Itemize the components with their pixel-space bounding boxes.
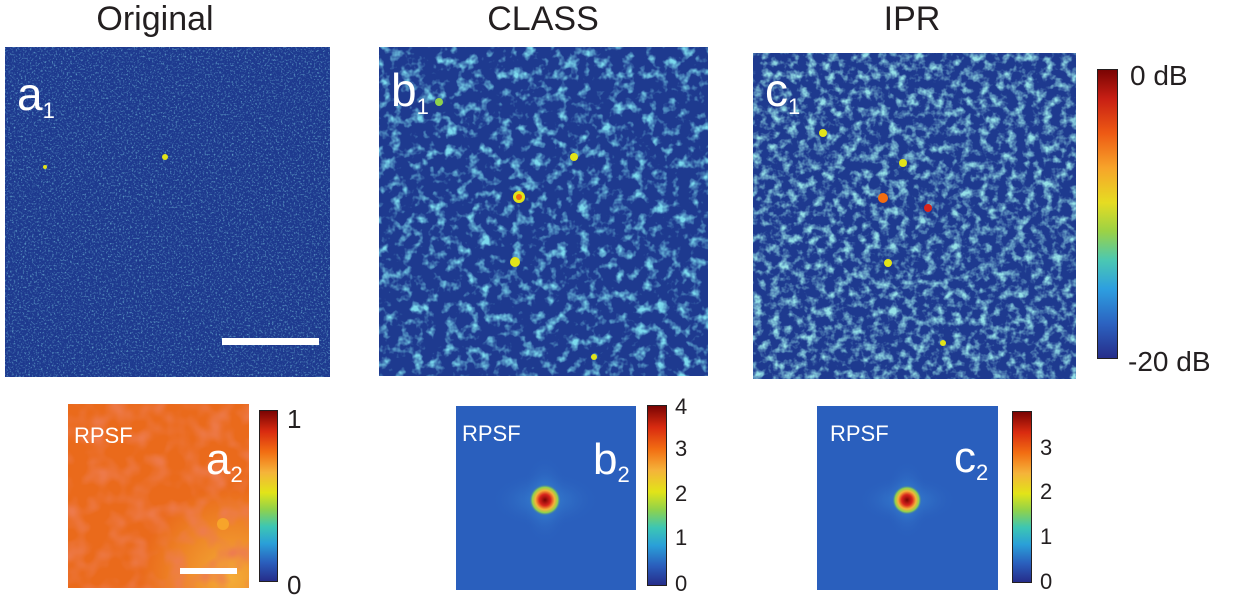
main-colorbar-top-label: 0 dB — [1130, 60, 1188, 91]
rpsf-texture-b2 — [456, 406, 636, 590]
rpsf-ipr: RPSF c2 — [817, 406, 998, 590]
colorbar-b2 — [647, 405, 667, 586]
panel-label-a2: a2 — [206, 435, 243, 487]
rpsf-label-a2: RPSF — [74, 423, 133, 448]
panel-label-c1: c1 — [765, 64, 801, 119]
colorbar-a2-tick-0: 0 — [287, 570, 302, 600]
panel-label-c2: c2 — [954, 433, 989, 485]
colorbar-b2-tick-2: 2 — [675, 481, 688, 506]
colorbar-a2-tick-1: 1 — [287, 404, 302, 434]
rpsf-class: RPSF b2 — [456, 406, 636, 590]
speckle-texture-c1 — [753, 53, 1076, 379]
panel-label-b1: b1 — [391, 64, 429, 119]
rpsf-texture-c2 — [817, 406, 998, 590]
image-original: a1 — [5, 47, 330, 377]
scale-bar-a2 — [180, 568, 237, 574]
colorbar-a2 — [259, 410, 278, 582]
main-colorbar-bottom-label: -20 dB — [1128, 346, 1211, 377]
speckle-texture-b1 — [379, 47, 708, 376]
rpsf-texture-a2 — [68, 404, 249, 588]
colorbar-b2-tick-1: 1 — [675, 525, 688, 550]
column-title-class: CLASS — [487, 0, 599, 38]
image-ipr: c1 — [753, 53, 1076, 379]
colorbar-c2-tick-2: 2 — [1040, 479, 1053, 504]
panel-label-b2: b2 — [593, 435, 630, 487]
colorbar-b2-tick-0: 0 — [675, 571, 688, 596]
rpsf-original: RPSF a2 — [68, 404, 249, 588]
colorbar-c2-tick-1: 1 — [1040, 524, 1053, 549]
panel-label-a1: a1 — [17, 68, 55, 123]
rpsf-label-c2: RPSF — [830, 421, 889, 446]
colorbar-b2-tick-4: 4 — [675, 394, 688, 419]
colorbar-c2-tick-3: 3 — [1040, 435, 1053, 460]
colorbar-b2-tick-3: 3 — [675, 436, 688, 461]
rpsf-label-b2: RPSF — [462, 421, 521, 446]
colorbar-c2 — [1012, 411, 1032, 583]
colorbar-c2-tick-0: 0 — [1040, 569, 1053, 594]
main-colorbar — [1097, 69, 1118, 359]
scale-bar-a1 — [222, 338, 319, 345]
column-title-original: Original — [96, 0, 214, 38]
column-title-ipr: IPR — [883, 0, 941, 38]
image-class: b1 — [379, 47, 708, 376]
speckle-texture-a1 — [5, 47, 330, 377]
